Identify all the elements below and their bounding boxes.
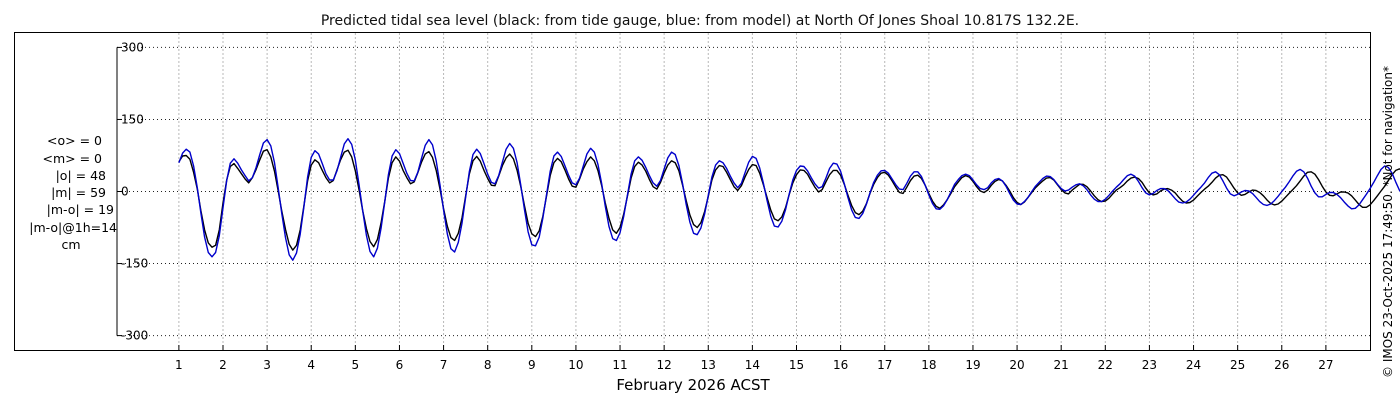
x-tick-label: 27: [1318, 358, 1333, 372]
x-tick-label: 19: [965, 358, 980, 372]
x-tick-label: 12: [657, 358, 672, 372]
y-tick-label: -300: [121, 329, 148, 343]
vertical-gridlines: [178, 33, 1327, 350]
x-tick-label: 2: [219, 358, 227, 372]
y-tick-label: -150: [121, 257, 148, 271]
x-tick-label: 25: [1230, 358, 1245, 372]
x-tick-label: 4: [307, 358, 315, 372]
x-tick-label: 1: [175, 358, 183, 372]
x-tick-label: 16: [833, 358, 848, 372]
series-line-model: [178, 138, 1400, 261]
stat-abs-model: |m| = 59: [51, 185, 106, 200]
y-tick-label: 300: [121, 40, 144, 54]
horizontal-gridlines: [117, 46, 1370, 337]
x-axis-ticks: 1 2 3 4 5 6 7 8 9 10 11 12 13 14 15 16 17 18 19 20 21 22 23 24 2…: [175, 345, 1334, 372]
x-tick-label: 15: [789, 358, 804, 372]
x-tick-label: 26: [1274, 358, 1289, 372]
y-tick-label: 0: [121, 185, 129, 199]
x-tick-label: 21: [1054, 358, 1069, 372]
outer-frame: [14, 32, 1371, 351]
stat-mean-observed: <o> = 0: [47, 133, 102, 148]
x-tick-label: 11: [612, 358, 627, 372]
x-tick-label: 17: [877, 358, 892, 372]
x-tick-label: 3: [263, 358, 271, 372]
chart-title: Predicted tidal sea level (black: from t…: [321, 13, 1079, 29]
stat-abs-difference-1h: |m-o|@1h=14: [29, 220, 117, 235]
x-tick-label: 20: [1009, 358, 1024, 372]
x-tick-label: 14: [745, 358, 760, 372]
x-axis-label: February 2026 ACST: [616, 376, 770, 394]
y-tick-label: 150: [121, 112, 144, 126]
stat-mean-model: <m> = 0: [43, 151, 103, 166]
stat-unit: cm: [61, 237, 80, 252]
x-tick-label: 23: [1142, 358, 1157, 372]
x-tick-label: 7: [440, 358, 448, 372]
stat-abs-observed: |o| = 48: [56, 168, 106, 183]
x-tick-label: 24: [1186, 358, 1201, 372]
x-tick-label: 13: [701, 358, 716, 372]
stat-abs-difference: |m-o| = 19: [47, 202, 114, 217]
x-tick-label: 10: [568, 358, 583, 372]
y-axis-ticks: 300 150 0 -150 -300: [117, 40, 148, 343]
x-tick-label: 6: [396, 358, 404, 372]
x-tick-label: 18: [921, 358, 936, 372]
credit-text: © IMOS 23-Oct-2025 17:49:50. *Not for na…: [1381, 66, 1395, 378]
x-tick-label: 8: [484, 358, 492, 372]
x-tick-label: 22: [1098, 358, 1113, 372]
stats-block: <o> = 0 <m> = 0 |o| = 48 |m| = 59 |m-o| …: [29, 133, 117, 252]
x-tick-label: 9: [528, 358, 536, 372]
series-line-tide-gauge: [178, 149, 1400, 251]
x-tick-label: 5: [352, 358, 360, 372]
